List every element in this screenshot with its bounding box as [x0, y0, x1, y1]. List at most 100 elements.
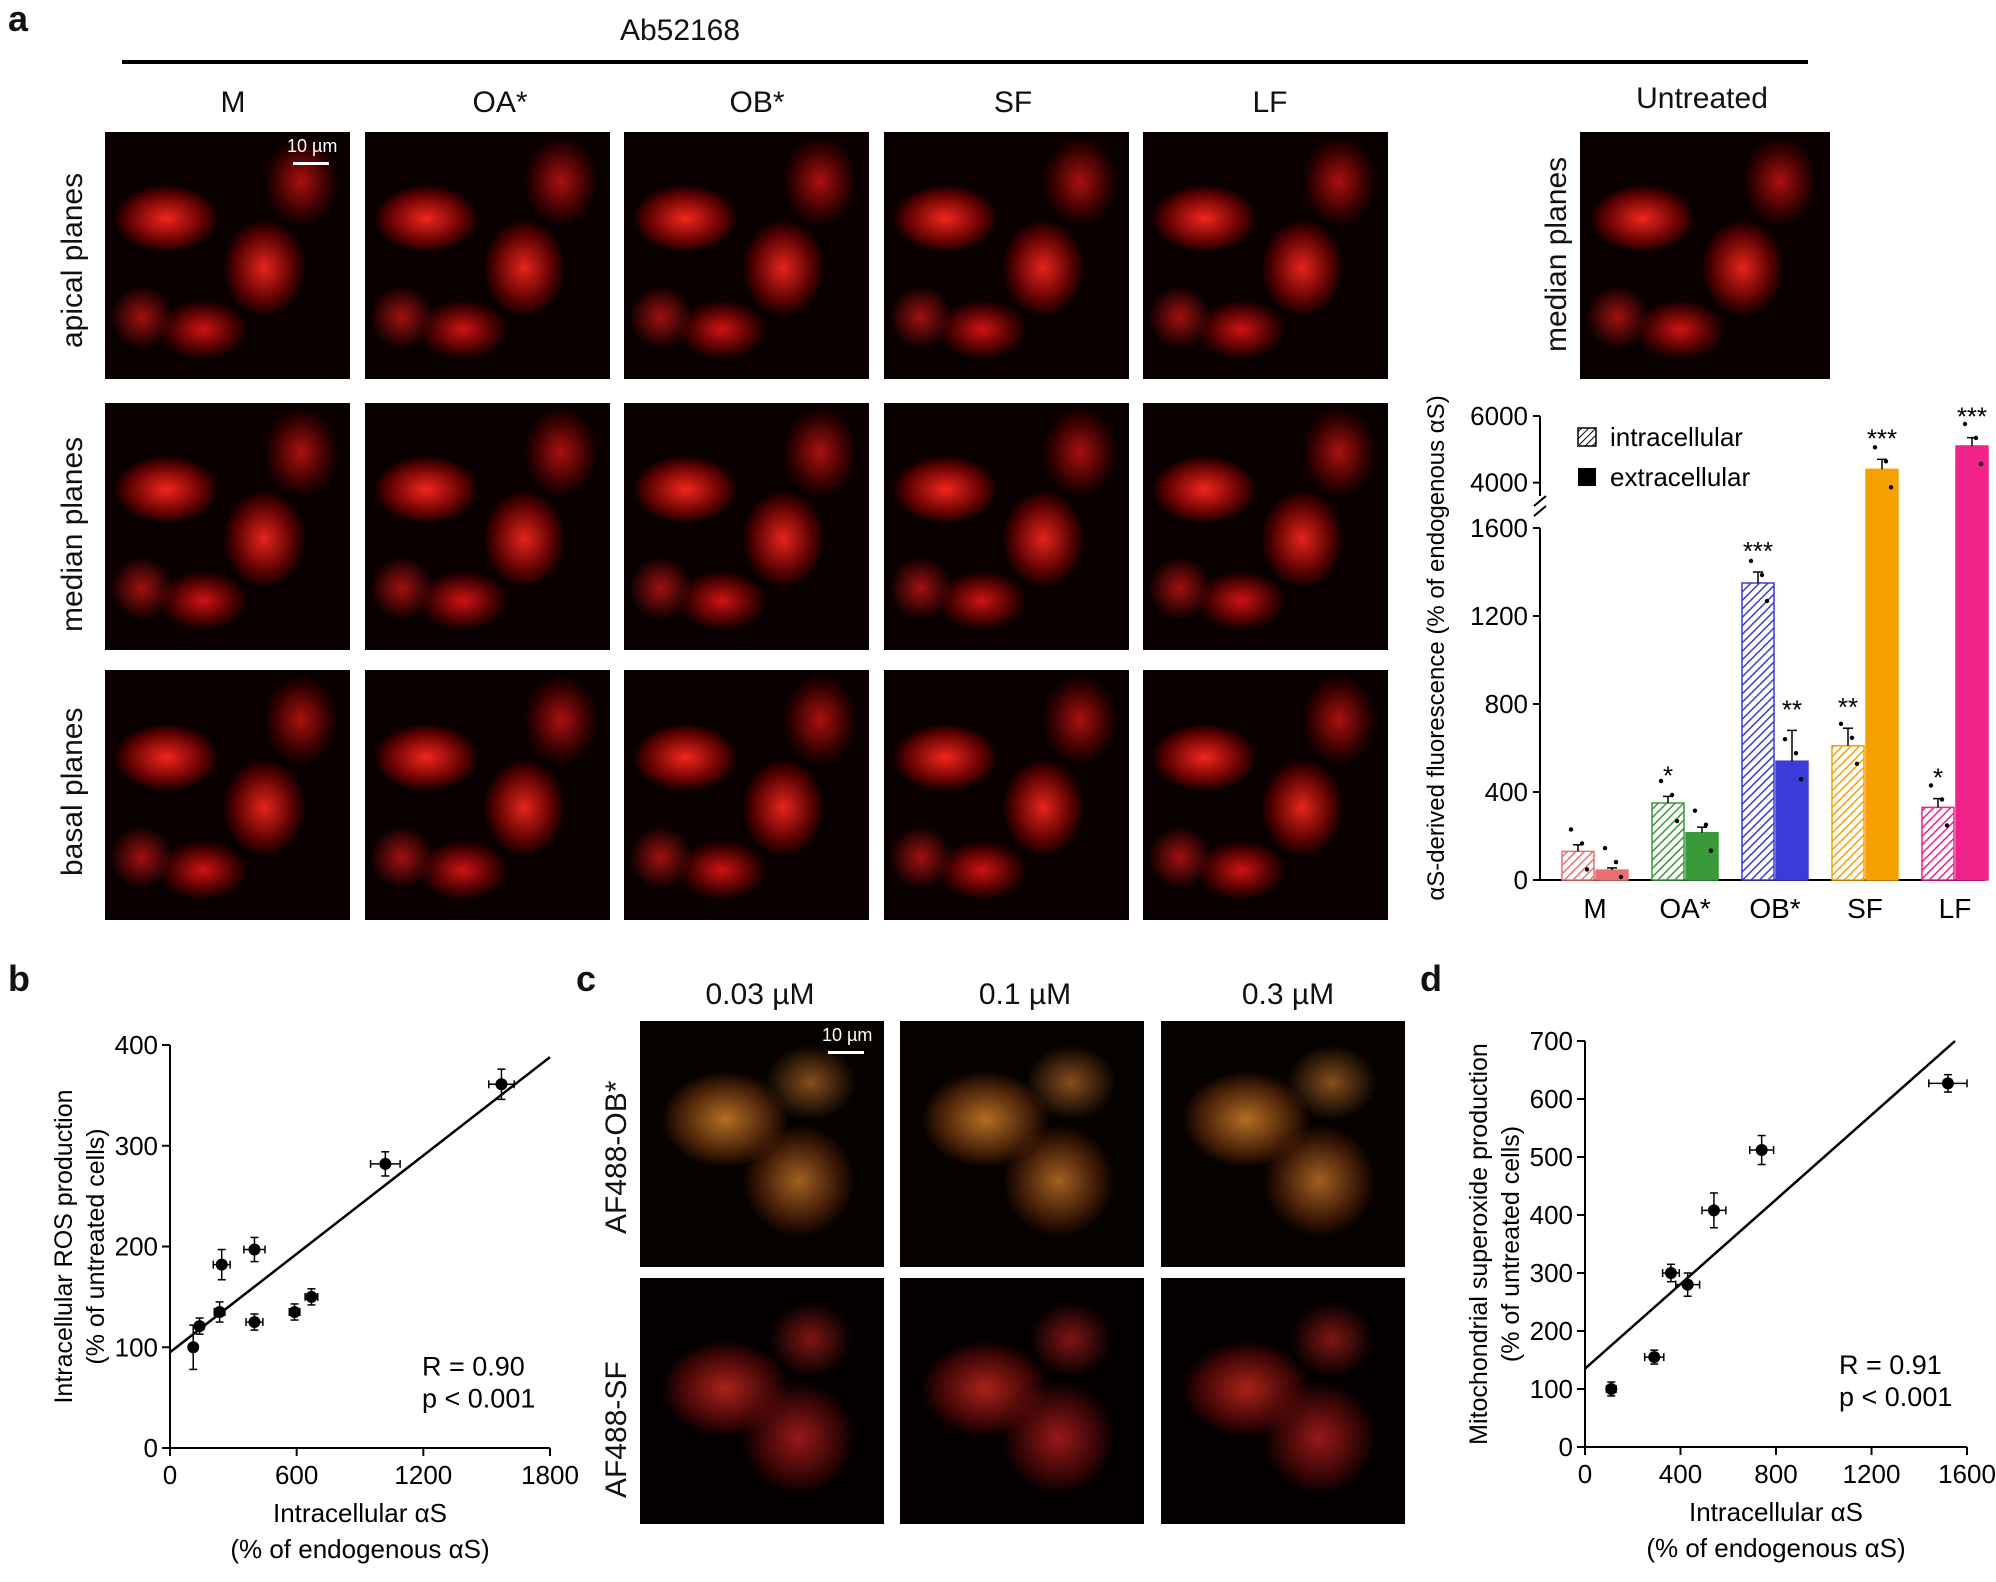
scatter-point	[1605, 1383, 1618, 1395]
data-point	[1759, 572, 1765, 578]
data-point	[1618, 874, 1624, 880]
micrograph-untreated-median	[1580, 132, 1830, 379]
x-tick-label: 1200	[394, 1460, 452, 1490]
x-axis-label-2: (% of endogenous αS)	[230, 1534, 489, 1564]
bar-extracellular-0	[1595, 869, 1629, 881]
data-point	[1568, 827, 1574, 832]
scatter-point	[193, 1320, 206, 1333]
data-point	[1748, 558, 1754, 564]
c-micrograph-sf-003	[640, 1278, 884, 1524]
x-tick-label: SF	[1847, 893, 1883, 924]
scatter-point	[1707, 1204, 1720, 1217]
y-tick-label: 600	[1530, 1084, 1573, 1114]
x-tick-label: LF	[1939, 893, 1972, 924]
data-point	[1883, 459, 1889, 464]
antibody-header: Ab52168	[619, 14, 741, 47]
c-col-label-1: 0.1 µM	[978, 978, 1072, 1011]
bar-extracellular-3	[1865, 468, 1899, 881]
c-col-label-2: 0.3 µM	[1241, 978, 1335, 1011]
c-micrograph-sf-01	[900, 1278, 1144, 1524]
micrograph-sf-median	[884, 403, 1129, 650]
y-tick-label: 500	[1530, 1142, 1573, 1172]
c-micrograph-ob-003: 10 µm	[640, 1021, 884, 1267]
y-tick-label: 6000	[1470, 401, 1528, 431]
row-label-median: median planes	[56, 436, 89, 632]
data-point	[1613, 859, 1619, 865]
x-tick-label: 0	[163, 1460, 177, 1490]
data-point	[1854, 761, 1860, 766]
scatter-point	[288, 1305, 301, 1318]
micrograph-lf-apical	[1143, 132, 1388, 379]
c-col-label-0: 0.03 µM	[705, 978, 815, 1011]
data-point	[1579, 841, 1585, 846]
micrograph-m-apical: 10 µm	[105, 132, 350, 379]
scatter-point	[1941, 1077, 1954, 1090]
row-label-apical: apical planes	[56, 172, 89, 348]
data-point	[1838, 721, 1844, 726]
scatter-point	[1648, 1351, 1661, 1364]
axis-break-mark	[1533, 495, 1547, 507]
y-tick-label: 1600	[1470, 513, 1528, 543]
col-label-sf: SF	[993, 86, 1033, 119]
bar-intracellular-1	[1651, 802, 1685, 881]
c-row-label-ob: AF488-OB*	[600, 1080, 633, 1234]
data-point	[1928, 783, 1934, 788]
y-tick-label: 100	[115, 1332, 158, 1362]
y-tick-label: 700	[1530, 1026, 1573, 1056]
c-row-label-sf: AF488-SF	[600, 1361, 633, 1498]
scatter-chart-d: 0 400 800 1200 1600 0 100 200 300 400 500 600 700 Int…	[1465, 1026, 1996, 1563]
bar-extracellular-1	[1685, 831, 1719, 881]
scatter-point	[213, 1305, 226, 1318]
y-axis-label: Mitochondrial superoxide production	[1465, 1043, 1493, 1445]
data-point	[1798, 777, 1804, 782]
row-label-basal: basal planes	[56, 707, 89, 876]
data-point	[1872, 445, 1878, 450]
micrograph-oa-median	[365, 403, 610, 650]
significance-label: *	[1933, 763, 1943, 793]
panel-b-letter: b	[8, 958, 30, 999]
data-point	[1708, 848, 1714, 853]
y-tick-label: 400	[115, 1030, 158, 1060]
scatter-point	[305, 1290, 318, 1303]
legend-label-intracellular: intracellular	[1610, 422, 1743, 452]
legend-label-extracellular: extracellular	[1610, 462, 1751, 492]
bar-intracellular-4	[1921, 806, 1955, 881]
data-point	[1674, 818, 1680, 824]
data-point	[1939, 797, 1945, 802]
axis-break-mark	[1533, 505, 1547, 517]
x-tick-label: 1600	[1938, 1459, 1996, 1489]
stat-r: R = 0.91	[1839, 1350, 1942, 1380]
micrograph-lf-median	[1143, 403, 1388, 650]
y-tick-label: 200	[115, 1232, 158, 1262]
data-point	[1584, 867, 1590, 872]
c-micrograph-ob-03	[1161, 1021, 1405, 1267]
c-micrograph-sf-03	[1161, 1278, 1405, 1524]
data-point	[1973, 435, 1979, 441]
panel-a-letter: a	[8, 0, 29, 39]
panel-d-letter: d	[1420, 958, 1442, 999]
x-tick-label: 400	[1659, 1459, 1702, 1489]
y-axis-label-2: (% of untreated cells)	[1497, 1126, 1525, 1362]
panel-c-letter: c	[576, 958, 597, 999]
significance-label: *	[1663, 760, 1673, 790]
col-label-ob: OB*	[729, 86, 785, 119]
col-label-oa: OA*	[472, 86, 528, 119]
scatter-point	[1755, 1144, 1768, 1157]
x-tick-label: OA*	[1659, 893, 1710, 924]
stat-p: p < 0.001	[1839, 1382, 1952, 1412]
scatter-point	[1664, 1267, 1677, 1279]
bar-extracellular-4	[1955, 445, 1989, 881]
x-tick-label: M	[1583, 893, 1606, 924]
micrograph-oa-apical	[365, 132, 610, 379]
data-point	[1849, 735, 1855, 740]
x-tick-label: 1200	[1843, 1459, 1901, 1489]
y-tick-label: 300	[115, 1131, 158, 1161]
y-tick-label: 300	[1530, 1258, 1573, 1288]
micrograph-m-median	[105, 403, 350, 650]
y-axis-label: Intracellular ROS production	[50, 1089, 78, 1403]
scatter-point	[187, 1341, 200, 1354]
y-axis-label: αS-derived fluorescence (% of endogenous…	[1423, 395, 1450, 900]
legend-swatch-intracellular	[1577, 427, 1597, 447]
micrograph-ob-basal	[624, 670, 869, 920]
data-point	[1703, 822, 1709, 827]
